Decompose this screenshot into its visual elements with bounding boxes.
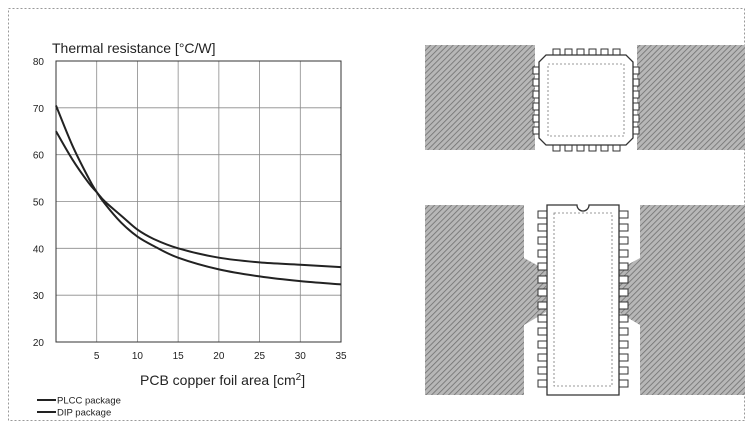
- dip-copper-left: [425, 205, 546, 395]
- x-tick-label: 25: [254, 351, 266, 362]
- thermal-resistance-chart: 20 30 40 50 60 70 80 5 10 15 20 25 30 35 Thermal res…: [33, 40, 347, 419]
- plcc-package-body: [538, 54, 634, 146]
- y-tick-label: 80: [33, 57, 45, 68]
- dip-footprint-diagram: [425, 204, 745, 396]
- dip-die-outline: [553, 212, 613, 387]
- plot-area-border: [55, 60, 342, 343]
- x-tick-label: 20: [213, 351, 225, 362]
- x-axis-label-end: ]: [301, 372, 305, 388]
- plcc-footprint-diagram: [425, 45, 745, 152]
- chart-grid: [56, 61, 341, 342]
- dip-copper-right: [618, 205, 745, 395]
- plcc-copper-right: [637, 45, 745, 150]
- series-line-plcc: [55, 105, 342, 286]
- plcc-die-outline: [547, 63, 625, 137]
- x-axis-label-sup: 2: [296, 372, 302, 383]
- legend: PLCC package DIP package: [37, 396, 121, 419]
- x-tick-labels: 5 10 15 20 25 30 35: [94, 351, 347, 362]
- chart-series: [55, 105, 342, 286]
- y-tick-label: 30: [33, 291, 45, 302]
- x-axis-label-main: PCB copper foil area [cm: [140, 372, 296, 388]
- legend-label-dip: DIP package: [57, 408, 111, 419]
- x-tick-label: 10: [132, 351, 144, 362]
- x-tick-label: 30: [295, 351, 307, 362]
- y-tick-label: 20: [33, 338, 45, 349]
- legend-label-plcc: PLCC package: [57, 396, 121, 407]
- dip-package-body: [546, 204, 620, 396]
- y-tick-label: 50: [33, 198, 45, 209]
- x-tick-label: 35: [335, 351, 347, 362]
- y-tick-label: 60: [33, 151, 45, 162]
- plcc-copper-left: [425, 45, 535, 150]
- chart-title: Thermal resistance [°C/W]: [52, 40, 216, 56]
- x-axis-label: PCB copper foil area [cm2]: [140, 372, 305, 388]
- y-tick-labels: 20 30 40 50 60 70 80: [33, 57, 45, 349]
- dip-pins: [537, 210, 629, 388]
- x-tick-label: 15: [173, 351, 185, 362]
- series-line-dip: [55, 130, 342, 269]
- x-tick-label: 5: [94, 351, 100, 362]
- y-tick-label: 40: [33, 244, 45, 255]
- y-tick-label: 70: [33, 104, 45, 115]
